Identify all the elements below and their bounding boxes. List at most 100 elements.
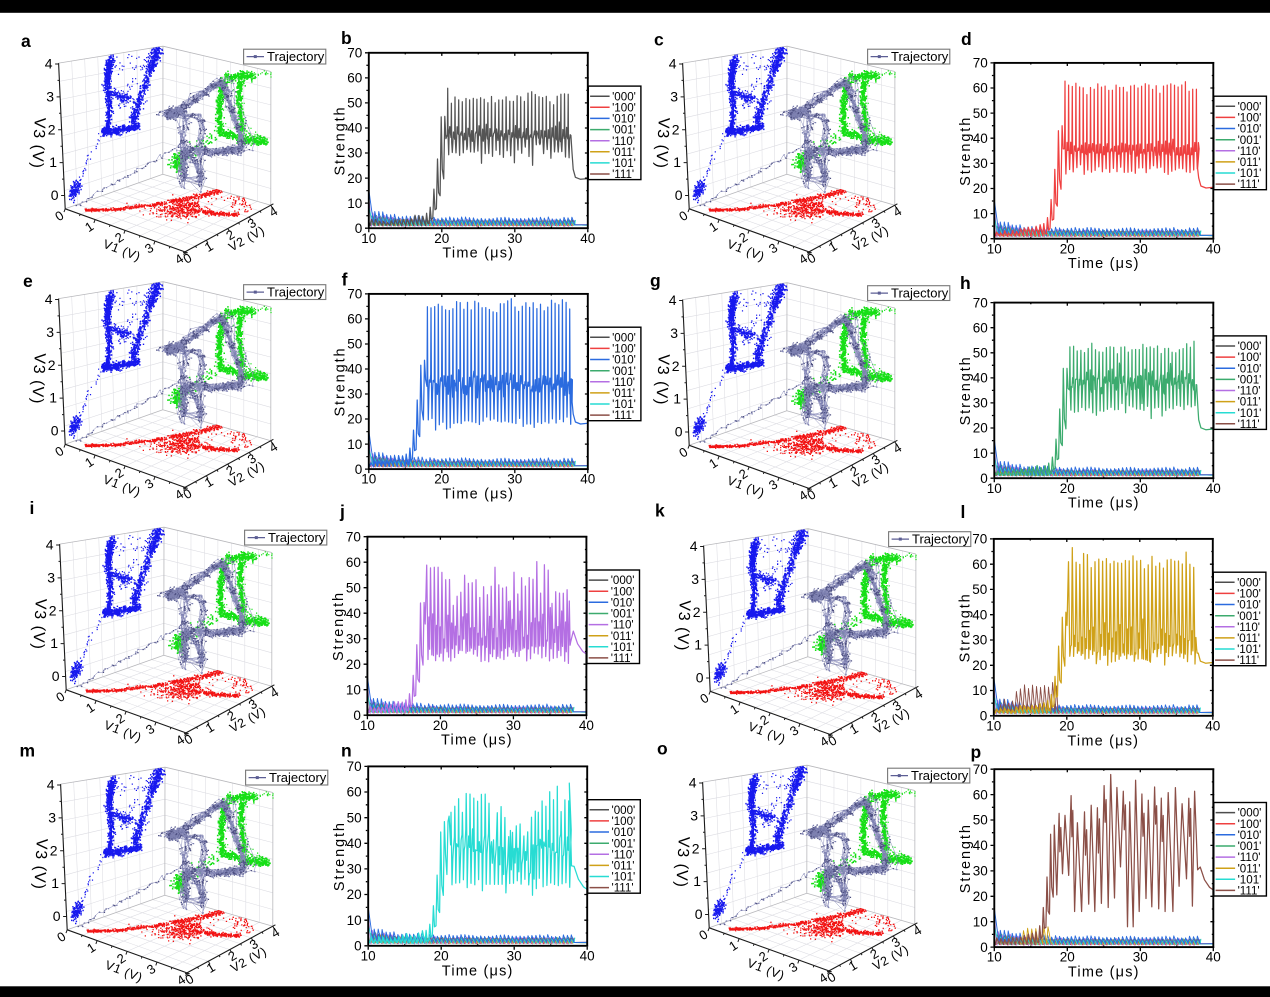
svg-text:p: p [971,742,982,762]
svg-text:70: 70 [972,532,987,547]
svg-text:10: 10 [361,231,376,246]
svg-text:30: 30 [972,633,987,648]
svg-text:70: 70 [347,46,362,61]
svg-text:10: 10 [973,446,988,461]
svg-text:Strength: Strength [958,355,974,425]
svg-text:i: i [30,498,35,518]
svg-text:20: 20 [434,231,449,246]
svg-text:60: 60 [973,81,988,96]
svg-text:Strength: Strength [333,105,349,175]
svg-text:30: 30 [1133,950,1148,965]
svg-text:Strength: Strength [958,116,974,186]
svg-text:e: e [23,271,33,291]
svg-text:60: 60 [347,785,362,800]
svg-text:Time (μs): Time (μs) [442,963,514,979]
svg-text:40: 40 [1206,950,1221,965]
svg-text:Time (μs): Time (μs) [442,487,514,503]
svg-text:k: k [655,501,665,521]
svg-text:50: 50 [973,106,988,121]
svg-text:h: h [960,273,971,293]
svg-text:20: 20 [972,658,987,673]
svg-text:40: 40 [347,836,362,851]
svg-text:30: 30 [347,146,362,161]
svg-text:40: 40 [580,948,595,963]
svg-text:Time (μs): Time (μs) [441,733,513,749]
svg-text:g: g [650,271,661,291]
svg-text:10: 10 [346,682,361,697]
svg-text:30: 30 [346,631,361,646]
svg-text:50: 50 [347,810,362,825]
svg-text:40: 40 [973,838,988,853]
svg-text:0: 0 [355,221,363,236]
svg-text:a: a [21,31,31,51]
svg-text:30: 30 [507,472,522,487]
svg-text:20: 20 [433,718,448,733]
svg-text:Time (μs): Time (μs) [442,246,514,262]
svg-text:20: 20 [973,889,988,904]
svg-text:20: 20 [434,472,449,487]
svg-text:40: 40 [346,606,361,621]
svg-text:60: 60 [973,320,988,335]
svg-text:10: 10 [973,206,988,221]
svg-text:60: 60 [972,557,987,572]
svg-text:c: c [654,30,664,50]
svg-text:70: 70 [346,529,361,544]
svg-text:20: 20 [434,948,449,963]
svg-text:70: 70 [973,762,988,777]
svg-text:l: l [961,502,966,522]
svg-text:Strength: Strength [332,821,348,891]
svg-text:40: 40 [580,231,595,246]
svg-text:70: 70 [973,295,988,310]
svg-text:30: 30 [347,387,362,402]
svg-text:30: 30 [507,231,522,246]
svg-text:Strength: Strength [331,591,347,661]
svg-text:30: 30 [1133,481,1148,496]
svg-text:0: 0 [353,708,361,723]
svg-text:Strength: Strength [958,592,974,662]
svg-text:10: 10 [360,718,375,733]
svg-text:40: 40 [347,121,362,136]
svg-text:20: 20 [973,181,988,196]
svg-text:40: 40 [973,131,988,146]
svg-text:30: 30 [1132,718,1147,733]
svg-text:d: d [961,29,972,49]
svg-text:j: j [339,502,345,522]
svg-text:60: 60 [347,71,362,86]
svg-text:10: 10 [987,950,1002,965]
svg-text:50: 50 [973,813,988,828]
svg-text:20: 20 [1059,718,1074,733]
svg-text:10: 10 [987,241,1002,256]
svg-text:40: 40 [972,607,987,622]
svg-text:0: 0 [980,471,988,486]
svg-text:60: 60 [973,787,988,802]
svg-text:60: 60 [347,312,362,327]
svg-text:o: o [657,738,668,758]
svg-text:m: m [20,741,36,761]
svg-text:20: 20 [347,887,362,902]
svg-text:10: 10 [987,481,1002,496]
svg-text:70: 70 [973,56,988,71]
svg-text:20: 20 [1060,481,1075,496]
svg-text:40: 40 [1205,718,1220,733]
svg-text:20: 20 [973,421,988,436]
svg-text:0: 0 [980,231,988,246]
svg-text:n: n [341,741,352,761]
svg-text:Time (μs): Time (μs) [1067,733,1139,749]
svg-text:70: 70 [347,287,362,302]
svg-text:20: 20 [347,171,362,186]
svg-text:Time (μs): Time (μs) [1068,965,1140,981]
svg-text:30: 30 [507,948,522,963]
svg-text:Time (μs): Time (μs) [1068,496,1140,512]
svg-text:30: 30 [506,718,521,733]
svg-text:50: 50 [346,580,361,595]
svg-text:20: 20 [346,657,361,672]
svg-text:10: 10 [347,913,362,928]
svg-text:0: 0 [354,939,362,954]
svg-text:b: b [341,28,352,48]
svg-text:30: 30 [973,156,988,171]
svg-text:Strength: Strength [958,823,974,893]
svg-text:50: 50 [973,346,988,361]
svg-text:40: 40 [1206,481,1221,496]
svg-text:30: 30 [1133,241,1148,256]
svg-text:30: 30 [973,864,988,879]
